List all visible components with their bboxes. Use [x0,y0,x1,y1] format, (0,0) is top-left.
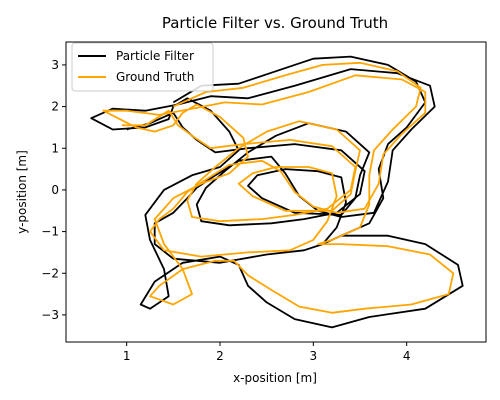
y-axis: −3 −2 −1 0 1 2 3 [41,58,66,322]
x-tick-label: 3 [310,349,318,363]
y-tick-label: −3 [41,308,59,322]
series-line-ground-truth [102,61,455,314]
y-axis-title: y-position [m] [15,150,29,234]
y-tick-label: 2 [51,100,59,114]
x-tick-label: 2 [216,349,224,363]
legend-box [71,42,214,92]
y-tick-label: 3 [51,58,59,72]
y-tick-label: −2 [41,266,59,280]
y-tick-label: −1 [41,225,59,239]
series-layer [90,55,464,329]
x-tick-label: 4 [403,349,411,363]
legend: Particle Filter Ground Truth [71,42,214,92]
x-axis-title: x-position [m] [233,371,317,385]
x-axis: 1 2 3 4 [123,342,411,363]
series-line-particle-filter [90,55,464,329]
y-tick-label: 0 [51,183,59,197]
x-tick-label: 1 [123,349,131,363]
legend-label-particle-filter: Particle Filter [116,49,194,63]
y-tick-label: 1 [51,141,59,155]
chart-title: Particle Filter vs. Ground Truth [162,14,388,32]
plot-frame [65,41,487,343]
legend-label-ground-truth: Ground Truth [116,70,194,84]
